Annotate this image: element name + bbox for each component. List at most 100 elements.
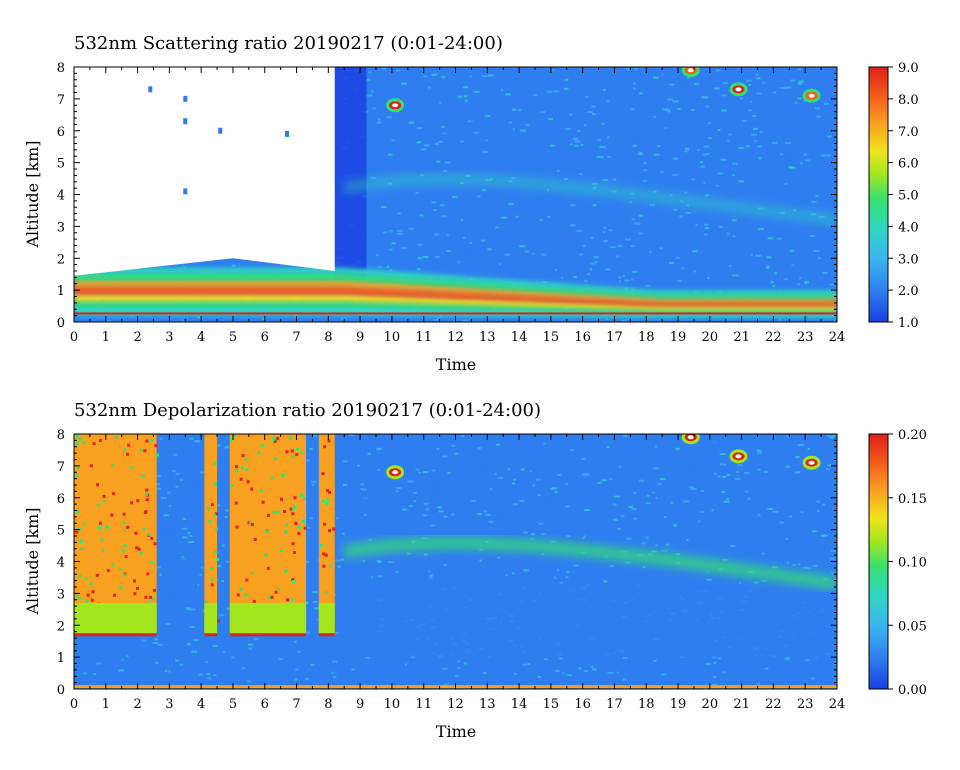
y-tick-label: 0 xyxy=(57,316,65,331)
texture-cell xyxy=(404,161,410,164)
texture-cell xyxy=(690,487,697,490)
texture-cell xyxy=(346,450,349,453)
texture-cell xyxy=(373,559,378,562)
texture-cell xyxy=(824,564,831,567)
texture-cell xyxy=(819,482,826,485)
texture-cell xyxy=(446,665,453,668)
texture-cell xyxy=(749,561,755,564)
texture-cell xyxy=(715,150,722,153)
texture-cell xyxy=(795,76,798,79)
texture-cell xyxy=(718,657,721,660)
x-tick-label: 15 xyxy=(543,330,560,345)
texture-cell xyxy=(705,96,709,99)
texture-cell xyxy=(590,236,594,239)
texture-cell xyxy=(184,669,190,672)
texture-cell xyxy=(795,78,801,81)
texture-cell xyxy=(738,536,743,539)
texture-cell xyxy=(701,522,705,525)
texture-cell xyxy=(532,252,535,255)
texture-cell xyxy=(669,83,675,86)
texture-cell xyxy=(687,320,692,322)
x-tick-label: 17 xyxy=(606,330,623,345)
texture-cell xyxy=(829,283,835,286)
texture-cell xyxy=(149,316,154,319)
texture-cell xyxy=(116,642,121,645)
texture-cell xyxy=(635,565,639,568)
texture-cell xyxy=(340,671,343,674)
texture-cell xyxy=(160,668,165,671)
colorbar-tick-label: 0.15 xyxy=(898,492,927,507)
cloud-patch xyxy=(802,88,821,103)
texture-cell xyxy=(389,248,393,251)
texture-cell xyxy=(478,576,482,579)
texture-cell xyxy=(146,676,149,679)
texture-cell xyxy=(447,472,451,475)
texture-cell xyxy=(496,93,500,96)
texture-cell xyxy=(747,497,751,500)
texture-cell xyxy=(374,481,380,484)
texture-cell xyxy=(192,485,197,488)
texture-cell xyxy=(365,212,369,215)
texture-cell xyxy=(317,678,322,681)
texture-cell xyxy=(388,194,395,197)
texture-cell xyxy=(672,484,678,487)
texture-cell xyxy=(340,479,345,482)
texture-cell xyxy=(369,162,373,165)
texture-cell xyxy=(564,483,568,486)
texture-cell xyxy=(404,663,407,666)
texture-cell xyxy=(618,457,624,460)
texture-cell xyxy=(435,142,439,145)
texture-cell xyxy=(568,113,573,116)
texture-cell xyxy=(381,67,387,70)
texture-cell xyxy=(723,500,730,503)
texture-cell xyxy=(730,467,734,470)
texture-cell xyxy=(164,567,170,570)
texture-cell xyxy=(701,481,706,484)
texture-cell xyxy=(431,218,437,221)
x-tick-label: 14 xyxy=(511,697,528,712)
texture-cell xyxy=(424,492,427,495)
no-data-region xyxy=(74,67,335,276)
texture-cell xyxy=(527,663,531,666)
texture-cell xyxy=(747,199,752,202)
texture-cell xyxy=(626,537,632,540)
texture-cell xyxy=(770,519,777,522)
texture-cell xyxy=(746,79,752,82)
texture-cell xyxy=(265,320,272,322)
texture-cell xyxy=(485,513,492,516)
texture-cell xyxy=(686,76,690,79)
texture-cell xyxy=(714,87,720,90)
texture-cell xyxy=(777,83,783,86)
texture-cell xyxy=(791,539,798,542)
texture-cell xyxy=(429,679,433,682)
texture-cell xyxy=(529,469,533,472)
texture-cell xyxy=(680,170,685,173)
texture-cell xyxy=(591,668,597,671)
texture-cell xyxy=(789,79,795,82)
texture-cell xyxy=(344,490,349,493)
texture-cell xyxy=(181,556,188,559)
texture-cell xyxy=(187,531,191,534)
texture-cell xyxy=(613,518,618,521)
texture-cell xyxy=(815,146,821,149)
x-tick-label: 0 xyxy=(70,330,78,345)
texture-cell xyxy=(190,484,196,487)
texture-cell xyxy=(488,74,494,77)
texture-cell xyxy=(404,116,411,119)
texture-cell xyxy=(395,570,399,573)
texture-cell xyxy=(447,478,451,481)
texture-cell xyxy=(222,544,225,547)
texture-cell xyxy=(715,137,719,140)
texture-cell xyxy=(757,552,761,555)
texture-cell xyxy=(785,131,789,134)
x-tick-label: 22 xyxy=(765,330,782,345)
texture-cell xyxy=(523,661,528,664)
texture-cell xyxy=(722,671,726,674)
texture-cell xyxy=(570,204,576,207)
texture-cell xyxy=(528,513,533,516)
texture-cell xyxy=(169,316,172,319)
x-tick-label: 5 xyxy=(229,330,237,345)
texture-cell xyxy=(789,166,796,169)
aerosol-band xyxy=(74,272,837,299)
texture-cell xyxy=(596,155,603,158)
